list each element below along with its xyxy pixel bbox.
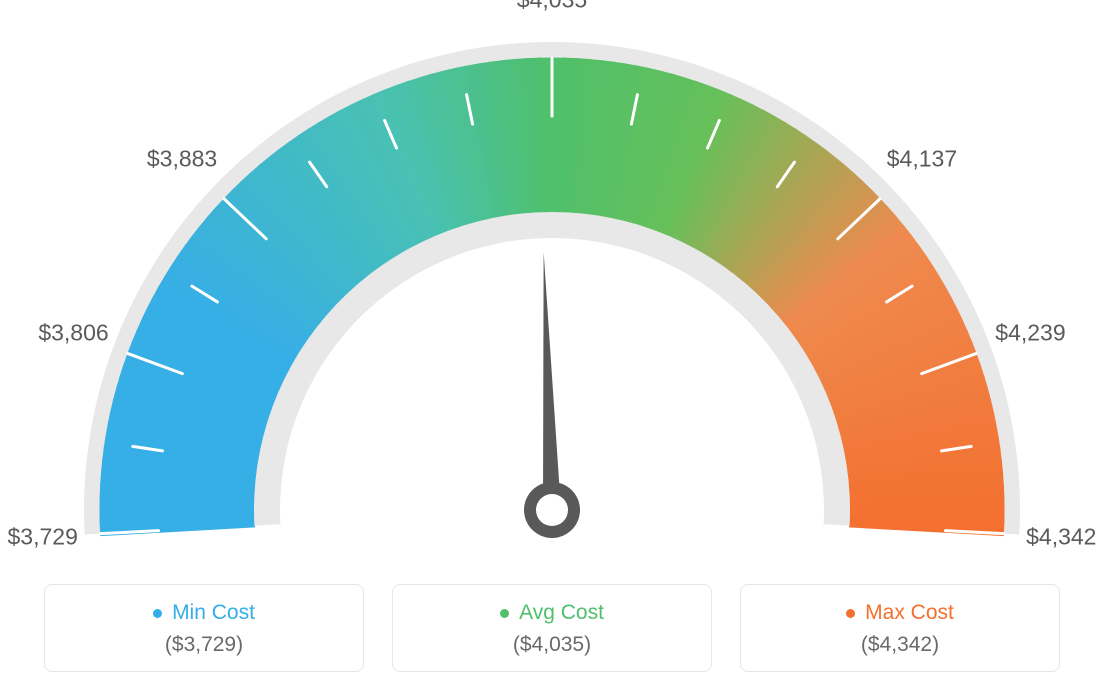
gauge-tick-label: $4,239 xyxy=(995,320,1065,347)
gauge-chart: $3,729 $3,806 $3,883 $4,035 $4,137 $4,239 $4,3… xyxy=(0,0,1104,560)
gauge-tick-label: $3,729 xyxy=(8,523,78,550)
legend-card-min: Min Cost ($3,729) xyxy=(44,584,364,672)
legend-value-max: ($4,342) xyxy=(761,633,1039,657)
legend-dot-avg xyxy=(500,609,509,618)
legend-dot-max xyxy=(846,609,855,618)
legend-title-max: Max Cost xyxy=(846,601,954,625)
legend-dot-min xyxy=(153,609,162,618)
legend-card-max: Max Cost ($4,342) xyxy=(740,584,1060,672)
legend-title-min: Min Cost xyxy=(153,601,255,625)
gauge-tick-label: $4,035 xyxy=(517,0,587,14)
legend-row: Min Cost ($3,729) Avg Cost ($4,035) Max … xyxy=(0,584,1104,672)
legend-title-avg: Avg Cost xyxy=(500,601,604,625)
legend-value-avg: ($4,035) xyxy=(413,633,691,657)
legend-title-max-text: Max Cost xyxy=(865,601,954,625)
gauge-tick-label: $3,806 xyxy=(38,320,108,347)
legend-title-avg-text: Avg Cost xyxy=(519,601,604,625)
gauge-tick-label: $4,137 xyxy=(887,145,957,172)
gauge-tick-label: $4,342 xyxy=(1026,523,1096,550)
gauge-tick-label: $3,883 xyxy=(147,145,217,172)
gauge-svg xyxy=(0,0,1104,560)
legend-card-avg: Avg Cost ($4,035) xyxy=(392,584,712,672)
legend-value-min: ($3,729) xyxy=(65,633,343,657)
legend-title-min-text: Min Cost xyxy=(172,601,255,625)
